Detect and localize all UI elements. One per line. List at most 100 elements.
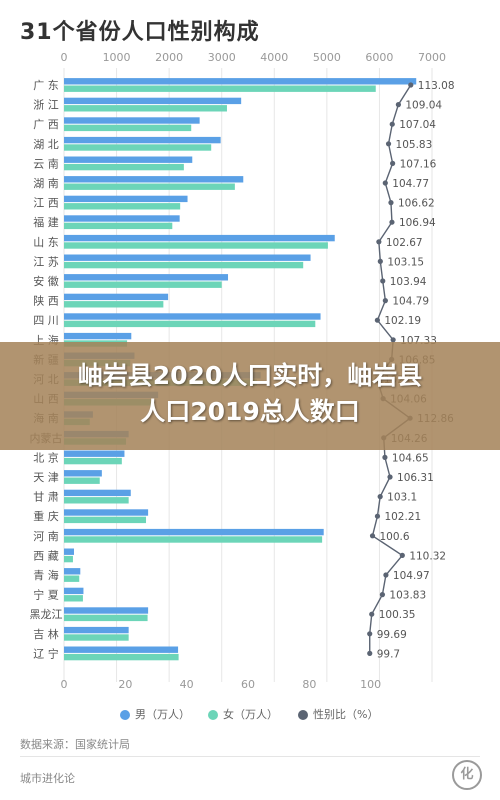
- bar-female: [64, 301, 164, 308]
- bar-female: [64, 261, 304, 269]
- ratio-point: [376, 239, 382, 245]
- ratio-data-label: 106.62: [398, 198, 435, 210]
- bar-male: [64, 332, 132, 340]
- bar-male: [64, 234, 335, 242]
- category-label: 北 京: [33, 450, 59, 464]
- bar-female: [64, 653, 179, 661]
- ratio-point: [377, 494, 383, 500]
- bar-female: [64, 457, 122, 465]
- ratio-point: [380, 278, 386, 284]
- category-label: 天 津: [33, 471, 59, 484]
- bar-male: [64, 568, 81, 575]
- bar-female: [64, 614, 148, 622]
- category-label: 西 藏: [33, 549, 59, 562]
- ratio-data-label: 103.15: [387, 256, 424, 268]
- category-label: 山 东: [33, 236, 59, 249]
- bar-female: [64, 536, 323, 543]
- ratio-data-label: 113.08: [418, 80, 455, 92]
- bottom-axis-tick-label: 60: [241, 678, 255, 691]
- bar-female: [64, 105, 227, 112]
- ratio-data-label: 110.32: [409, 550, 446, 562]
- ratio-point: [390, 160, 396, 166]
- bar-female: [64, 634, 129, 641]
- ratio-data-label: 109.04: [405, 100, 442, 112]
- bar-female: [64, 497, 129, 504]
- top-axis-tick-label: 6000: [365, 51, 393, 64]
- bottom-axis-tick-label: 40: [180, 678, 194, 691]
- bar-male: [64, 97, 242, 105]
- data-source-note: 数据来源：国家统计局: [20, 738, 130, 751]
- ratio-data-label: 104.97: [393, 570, 430, 582]
- legend-label-female: 女（万人）: [223, 708, 278, 721]
- bar-male: [64, 587, 84, 595]
- ratio-point: [382, 180, 388, 186]
- bar-male: [64, 470, 102, 477]
- ratio-point: [389, 219, 395, 225]
- headline-banner: 岫岩县2020人口实时，岫岩县 人口2019总人数口: [0, 342, 500, 450]
- ratio-point: [374, 317, 380, 323]
- legend: 男（万人） 女（万人） 性别比（%）: [0, 706, 500, 724]
- category-label: 辽 宁: [33, 646, 59, 660]
- bar-female: [64, 203, 181, 210]
- bar-male: [64, 176, 244, 183]
- ratio-point: [399, 552, 405, 559]
- legend-label-male: 男（万人）: [135, 708, 190, 721]
- bar-female: [64, 124, 192, 132]
- category-label: 浙 江: [33, 99, 59, 112]
- bar-male: [64, 254, 311, 261]
- bar-female: [64, 555, 73, 563]
- bar-male: [64, 274, 229, 281]
- bar-male: [64, 607, 149, 614]
- bar-female: [64, 575, 80, 582]
- bottom-axis-tick-label: 0: [61, 678, 68, 691]
- ratio-point: [388, 200, 394, 206]
- category-label: 宁 夏: [33, 588, 59, 602]
- legend-swatch-male: [120, 710, 130, 720]
- category-label: 黑龙江: [30, 608, 63, 621]
- ratio-point: [383, 572, 389, 578]
- bar-male: [64, 548, 74, 555]
- ratio-point: [390, 337, 396, 343]
- ratio-point: [379, 592, 386, 598]
- bar-female: [64, 242, 328, 249]
- ratio-data-label: 103.83: [389, 590, 426, 602]
- bar-male: [64, 215, 180, 222]
- bar-male: [64, 136, 221, 144]
- ratio-data-label: 102.67: [386, 237, 423, 249]
- brand-logo-icon: 化: [452, 760, 482, 790]
- category-label: 安 徽: [33, 274, 59, 288]
- bar-female: [64, 281, 222, 288]
- category-label: 江 西: [33, 197, 59, 210]
- legend-label-ratio: 性别比（%）: [313, 708, 379, 721]
- ratio-data-label: 105.83: [396, 139, 433, 151]
- top-axis-tick-label: 1000: [103, 51, 131, 64]
- bar-male: [64, 450, 125, 457]
- category-label: 福 建: [33, 215, 59, 229]
- headline-line-1: 岫岩县2020人口实时，岫岩县: [77, 361, 423, 390]
- ratio-data-label: 107.16: [400, 158, 437, 170]
- category-label: 湖 北: [33, 138, 59, 151]
- bar-male: [64, 626, 129, 634]
- bar-female: [64, 477, 100, 484]
- ratio-point: [369, 611, 375, 617]
- ratio-point: [382, 298, 388, 304]
- ratio-point: [367, 631, 373, 637]
- category-label: 甘 肃: [33, 491, 59, 504]
- bottom-axis-tick-label: 80: [302, 678, 316, 691]
- ratio-point: [374, 513, 381, 519]
- bottom-axis-tick-label: 100: [360, 678, 381, 691]
- category-label: 广 东: [33, 79, 59, 92]
- bar-female: [64, 183, 235, 190]
- bar-male: [64, 195, 188, 203]
- ratio-data-label: 106.31: [397, 472, 434, 484]
- top-axis-tick-label: 4000: [260, 51, 288, 64]
- ratio-point: [369, 533, 376, 539]
- bar-female: [64, 85, 376, 92]
- bar-female: [64, 222, 173, 230]
- category-label: 陕 西: [33, 294, 59, 308]
- bar-male: [64, 293, 169, 301]
- headline-line-2: 人口2019总人数口: [140, 397, 360, 426]
- ratio-data-label: 107.04: [399, 119, 436, 131]
- bar-male: [64, 528, 324, 536]
- legend-swatch-female: [208, 710, 218, 720]
